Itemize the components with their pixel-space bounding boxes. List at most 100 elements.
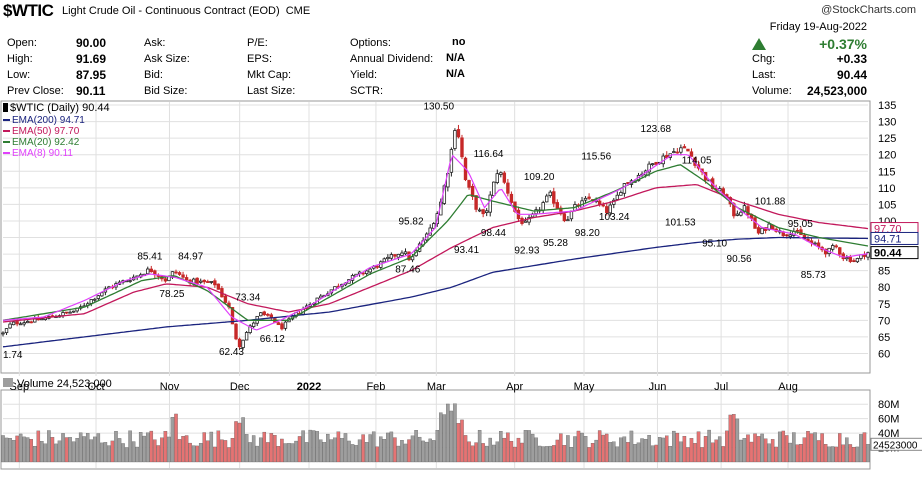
volume-bar <box>576 430 581 463</box>
eps-label: EPS: <box>247 53 273 65</box>
volume-bar <box>559 433 563 463</box>
stockcharts-watermark: @StockCharts.com <box>821 4 916 16</box>
candle-body <box>453 130 457 149</box>
candle-body <box>852 260 856 262</box>
candle-body <box>597 200 602 205</box>
volume-bar <box>859 434 863 463</box>
volume-bar <box>308 429 312 463</box>
price-annotation: 93.41 <box>454 245 479 256</box>
volume-bar <box>40 441 44 463</box>
options-label: Options: <box>350 37 391 49</box>
volume-bar <box>506 432 510 463</box>
volume-bar <box>792 432 796 463</box>
volume-bar <box>354 445 358 463</box>
volume-bar <box>689 438 694 463</box>
y-tick-label: 75 <box>878 299 890 311</box>
mkt-cap-label: Mkt Cap: <box>247 69 292 81</box>
price-annotation: 85.73 <box>801 270 826 281</box>
candle-body <box>382 258 387 263</box>
price-annotation: 87.46 <box>395 265 420 276</box>
volume-bar <box>255 445 259 463</box>
volume-bar <box>244 434 249 463</box>
candle-body <box>562 213 567 222</box>
candle-body <box>280 323 284 330</box>
volume-bar <box>71 441 76 463</box>
x-tick-label: Jun <box>649 381 667 393</box>
volume-bar <box>135 446 139 463</box>
volume-bar <box>47 430 51 463</box>
volume-bar <box>569 447 574 463</box>
volume-bar <box>777 431 782 463</box>
dividend-label: Annual Dividend: <box>350 53 434 65</box>
volume-bar <box>862 432 867 463</box>
candle-body <box>262 311 266 316</box>
volume-bar <box>75 438 79 463</box>
price-annotation: 109.20 <box>524 172 555 183</box>
low-label: Low: <box>7 69 31 81</box>
ema20-line <box>2 164 869 321</box>
volume-bar <box>174 413 178 463</box>
volume-last-tag: 24523000 <box>873 440 918 451</box>
price-annotation: 130.50 <box>423 102 454 113</box>
volume-bar <box>400 440 404 463</box>
volume-bar <box>661 437 665 463</box>
description-text: Light Crude Oil - Continuous Contract (E… <box>62 5 280 17</box>
volume-bar <box>266 442 270 463</box>
volume-bar <box>262 431 267 463</box>
candle-body <box>739 211 743 216</box>
volume-bar <box>329 439 334 463</box>
candle-body <box>619 192 623 196</box>
bid-label: Bid: <box>144 69 163 81</box>
candle-body <box>746 206 750 216</box>
candle-body <box>477 209 482 212</box>
volume-bar <box>530 433 535 463</box>
volume-bar <box>350 444 355 463</box>
volume-bar <box>647 435 651 463</box>
volume-bar <box>756 436 761 463</box>
candle-body <box>495 173 499 183</box>
volume-bar <box>809 433 814 463</box>
candle-body <box>195 277 199 284</box>
volume-bar <box>326 433 330 463</box>
volume-tick-label: 40M <box>878 428 899 440</box>
candle-body <box>467 180 471 188</box>
candle-body <box>675 151 680 154</box>
y-tick-label: 80 <box>878 282 890 294</box>
volume-bar <box>357 439 362 463</box>
volume-bar <box>767 443 771 463</box>
volume-bar <box>301 430 305 463</box>
candle-body <box>795 229 800 232</box>
candle-body <box>506 182 510 194</box>
prev-close-label: Prev Close: <box>7 85 64 97</box>
price-annotation: 95.10 <box>702 238 727 249</box>
volume-bar <box>513 446 517 463</box>
volume-bar <box>633 444 637 463</box>
volume-bar <box>414 430 418 463</box>
volume-bar <box>389 431 394 463</box>
volume-bar <box>477 429 482 463</box>
volume-bar <box>707 429 711 463</box>
volume-bar <box>799 444 803 463</box>
volume-bar <box>597 430 602 463</box>
exchange-name: CME <box>285 5 311 17</box>
candle-body <box>386 256 390 260</box>
legend-entry: EMA(200) 94.71 <box>12 115 85 126</box>
volume-bar <box>290 443 295 463</box>
open-label: Open: <box>7 37 37 49</box>
volume-bar <box>198 443 203 463</box>
volume-label: Volume 24,523,000 <box>17 378 112 390</box>
volume-bar <box>213 446 217 463</box>
volume-bar <box>128 430 132 463</box>
volume-bar <box>22 436 26 463</box>
candle-body <box>163 278 168 282</box>
candle-body <box>40 318 44 321</box>
volume-bar <box>682 436 687 463</box>
volume-bar <box>813 432 817 463</box>
quote-date: Friday 19-Aug-2022 <box>769 21 867 33</box>
volume-bar <box>287 443 291 463</box>
volume-bar <box>407 439 411 463</box>
volume-bar <box>615 446 620 463</box>
volume-bar <box>57 440 62 463</box>
volume-bar <box>36 430 41 463</box>
price-annotation: 66.12 <box>260 334 285 345</box>
